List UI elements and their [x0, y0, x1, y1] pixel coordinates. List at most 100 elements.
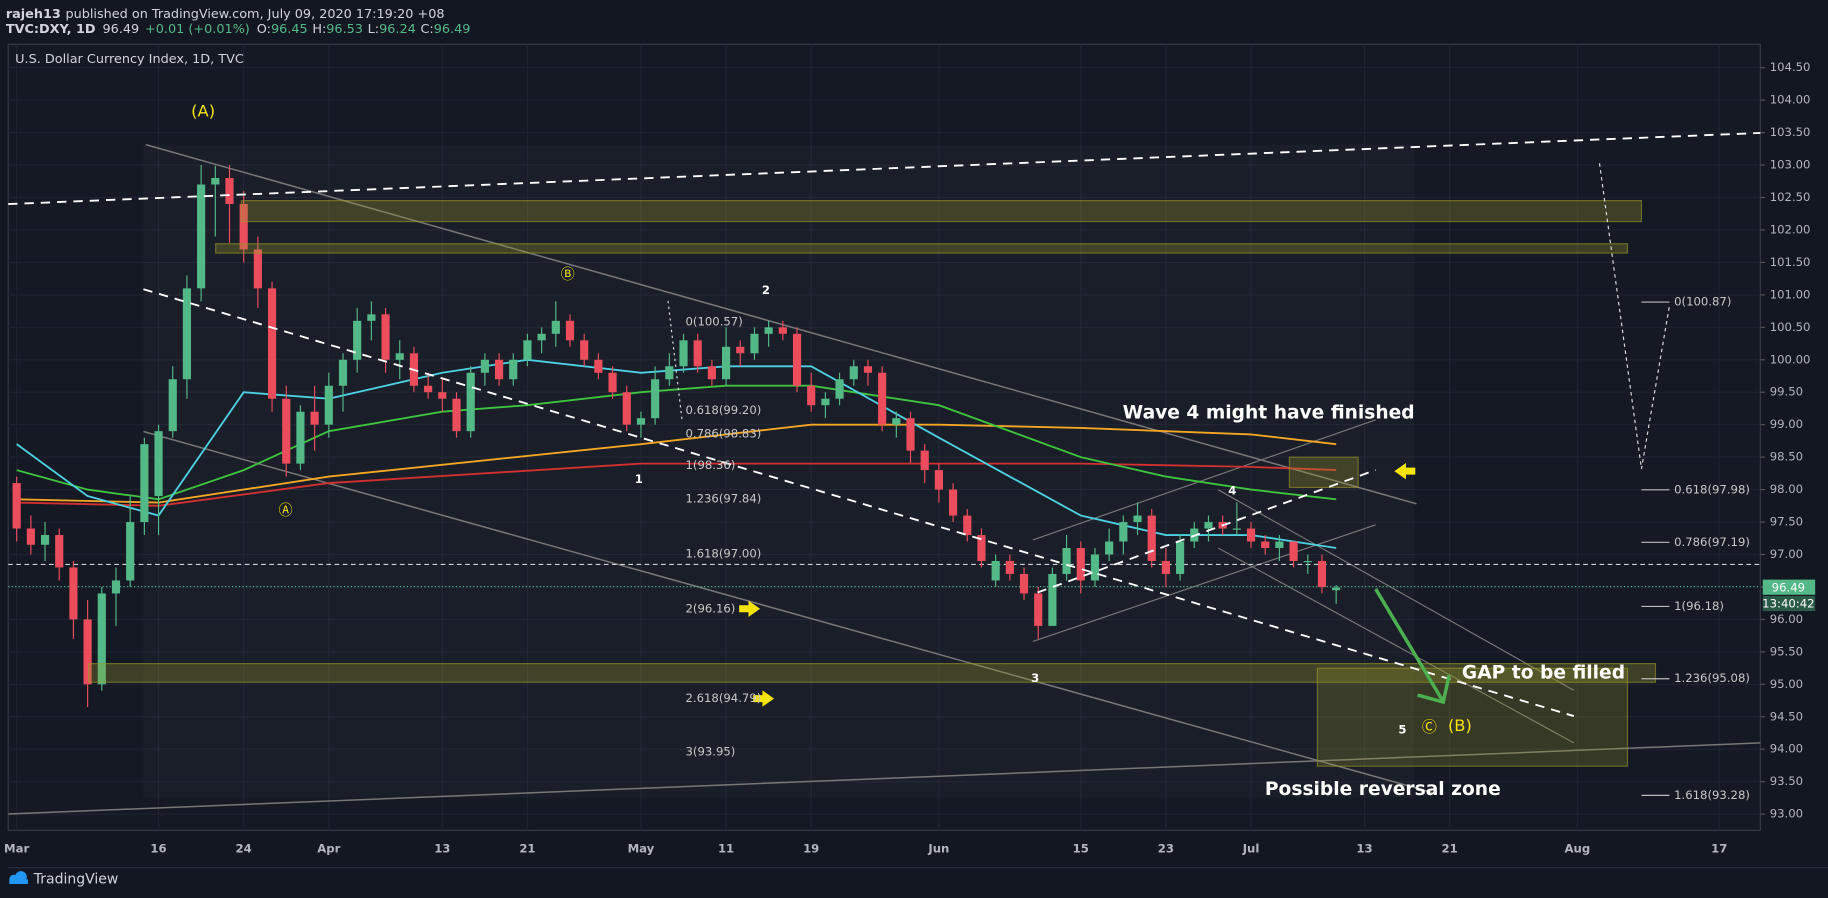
candle-body [736, 346, 745, 354]
candle-body [1261, 541, 1270, 549]
candle-body [168, 379, 177, 432]
candle-body [310, 411, 319, 425]
ohlc-key: L: [368, 22, 379, 37]
fib-label: 1.618(97.00) [686, 546, 762, 560]
y-tick-label: 95.00 [1770, 677, 1803, 691]
projection [667, 300, 683, 420]
annotation: Ⓐ [279, 503, 293, 519]
ohlc-value: 96.24 [379, 22, 416, 37]
candle-body [12, 483, 21, 529]
candle-body [949, 489, 958, 516]
annotation: Ⓑ [561, 267, 575, 283]
candle-body [225, 178, 234, 204]
ohlc-key: H: [312, 22, 326, 37]
candle-body [338, 359, 348, 386]
y-tick-label: 103.00 [1770, 158, 1811, 172]
x-tick-label: 15 [1073, 842, 1089, 856]
annotation: 3 [1031, 671, 1039, 685]
annotation: 5 [1398, 723, 1406, 737]
fib-label: 2.618(94.79) [686, 691, 762, 705]
moving-average [16, 462, 1337, 507]
candle-body [466, 372, 475, 432]
x-tick-label: 19 [803, 842, 819, 856]
x-tick-label: 21 [1442, 842, 1458, 856]
y-tick-label: 100.00 [1770, 352, 1811, 366]
zone [240, 200, 1643, 223]
y-tick-label: 101.50 [1770, 255, 1811, 269]
candle-body [622, 392, 631, 425]
candle-body [707, 366, 716, 380]
annotation: Possible reversal zone [1265, 779, 1501, 800]
author: rajeh13 [6, 6, 61, 21]
x-tick-label: 17 [1711, 842, 1727, 856]
annotation: Ⓒ [1422, 718, 1437, 736]
channel-line [1217, 489, 1575, 691]
zone [1288, 456, 1359, 489]
quote-line: TVC:DXY, 1D 96.49 +0.01 (+0.01%) O:96.45 H:9… [6, 22, 471, 37]
candle-body [154, 431, 163, 497]
fib-label: 0(100.87) [1674, 295, 1731, 309]
candle-body [1048, 573, 1057, 626]
y-tick-label: 104.00 [1770, 93, 1811, 107]
candle-body [1332, 587, 1341, 591]
y-tick-label: 104.50 [1770, 60, 1811, 74]
fib-label: 0.786(97.19) [1674, 535, 1750, 549]
candle-body [537, 333, 546, 341]
annotation: (B) [1448, 716, 1472, 735]
candle-body [324, 385, 333, 425]
candle-body [721, 346, 731, 380]
y-tick-label: 94.50 [1770, 709, 1803, 723]
projection [1598, 163, 1671, 469]
fib-label: 3(93.95) [686, 745, 736, 759]
candle-body [282, 398, 291, 464]
candle-body [424, 385, 433, 393]
x-tick-label: 13 [1356, 842, 1372, 856]
candle-body [97, 593, 106, 685]
x-tick-label: 23 [1158, 842, 1174, 856]
candle-body [1133, 515, 1142, 523]
fib-zone [143, 145, 1414, 798]
candle-body [1289, 541, 1298, 561]
x-tick-label: Jun [927, 842, 949, 856]
annotation: 2 [762, 283, 770, 297]
candle-body [83, 619, 92, 685]
candle-body [863, 366, 873, 373]
dashed-line [8, 132, 1761, 206]
price-tag [1762, 579, 1816, 595]
y-tick-label: 99.00 [1770, 417, 1803, 431]
candle-body [523, 340, 532, 360]
arrows [739, 462, 1416, 707]
annotation: 4 [1228, 483, 1236, 497]
fib-label: 1.618(93.28) [1674, 788, 1750, 802]
fib-ticks [1641, 301, 1670, 796]
change: +0.01 (+0.01%) [145, 22, 250, 37]
candle-body [353, 320, 362, 360]
candle-body [963, 515, 972, 536]
channel-line [1217, 547, 1575, 744]
dashed-line [1037, 469, 1376, 594]
candle-body [509, 359, 518, 380]
overlays [8, 132, 1761, 796]
candle-body [1232, 528, 1241, 530]
y-tick-label: 102.50 [1770, 190, 1811, 204]
ohlc-value: 96.53 [326, 22, 363, 37]
candle-body [1303, 560, 1312, 563]
candle-body [1147, 515, 1156, 561]
candle-body [679, 340, 688, 367]
fib-label: 0.618(97.98) [1674, 482, 1750, 496]
candle-body [1161, 560, 1170, 574]
candle-body [367, 314, 376, 321]
x-tick-label: Aug [1565, 842, 1591, 856]
candle-body [182, 288, 192, 380]
x-tick-label: Mar [4, 842, 29, 856]
candle-body [267, 288, 277, 399]
candle-body [381, 314, 390, 360]
moving-average [16, 384, 1337, 501]
x-tick-label: Jul [1242, 842, 1260, 856]
y-tick-label: 97.50 [1770, 515, 1803, 529]
y-tick-label: 94.00 [1770, 742, 1803, 756]
candle-body [594, 359, 603, 373]
candle-body [807, 385, 816, 406]
